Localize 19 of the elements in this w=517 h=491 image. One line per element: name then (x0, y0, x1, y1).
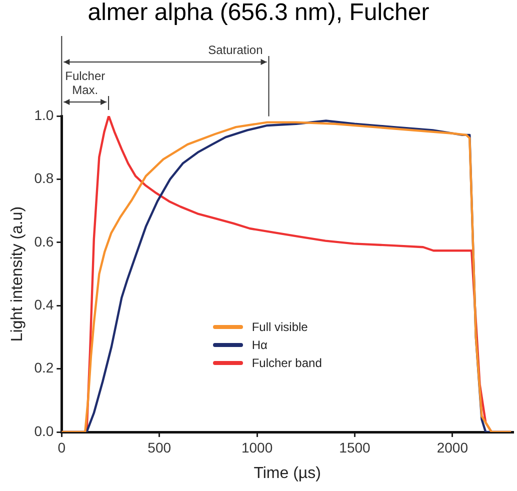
x-tick-label: 500 (148, 439, 172, 456)
y-tick-label: 0.6 (34, 233, 54, 250)
y-tick-label: 0.4 (34, 296, 54, 312)
legend-label: Hα (252, 338, 268, 352)
y-tick-label: 1.0 (34, 106, 54, 123)
y-tick-label: 0.0 (34, 422, 54, 439)
y-tick-label: 0.2 (34, 360, 54, 376)
annotation: Fulcher Max. (65, 69, 106, 97)
legend-label: Full visible (252, 320, 308, 334)
annotation: Saturation (208, 43, 263, 57)
x-tick-label: 1000 (241, 439, 273, 456)
y-axis-title: Light intensity (a.u) (9, 206, 26, 342)
chart-title: almer alpha (656.3 nm), Fulcher (86, 0, 430, 26)
x-tick-label: 1500 (339, 439, 371, 456)
legend-label: Fulcher band (252, 356, 322, 370)
y-tick-label: 0.8 (34, 170, 54, 186)
x-tick-label: 0 (58, 439, 66, 456)
x-tick-label: 2000 (436, 439, 468, 456)
x-axis-title: Time (µs) (254, 464, 321, 482)
